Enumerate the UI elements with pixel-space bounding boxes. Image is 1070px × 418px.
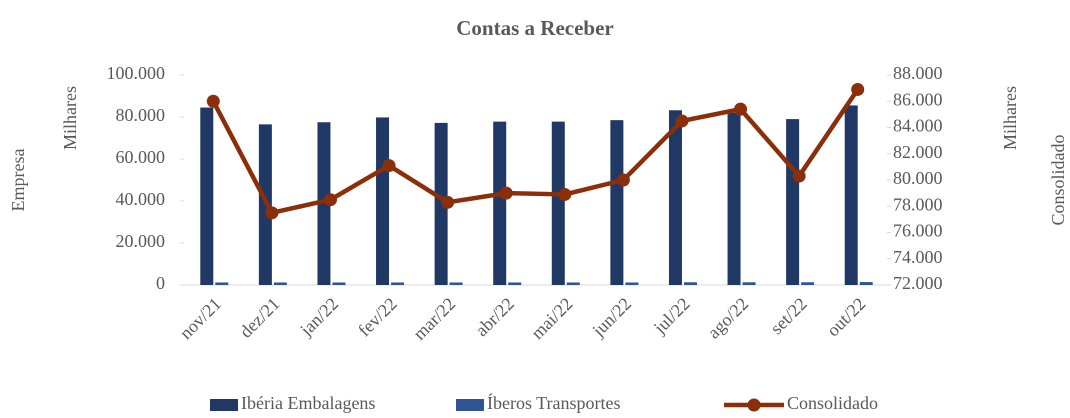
bar xyxy=(332,282,346,285)
legend-label: Íberos Transportes xyxy=(487,392,621,413)
y2-tick-label: 72.000 xyxy=(893,273,943,293)
y-tick-label: 20.000 xyxy=(116,231,166,251)
y-axis-unit: Milhares xyxy=(60,86,80,150)
bar xyxy=(551,121,565,286)
x-tick-label: abr/22 xyxy=(471,294,518,341)
x-tick-label: jun/22 xyxy=(588,294,635,341)
x-tick-label: dez/21 xyxy=(236,294,284,342)
x-tick-label: nov/21 xyxy=(176,294,226,344)
y-tick-label: 0 xyxy=(156,273,165,293)
x-tick-label: mai/22 xyxy=(527,294,576,343)
chart-title: Contas a Receber xyxy=(456,16,613,40)
bar xyxy=(566,282,580,285)
x-tick-label: ago/22 xyxy=(703,294,752,343)
marker xyxy=(616,173,630,187)
y2-tick-label: 88.000 xyxy=(893,63,943,83)
y2-tick-label: 76.000 xyxy=(893,221,943,241)
y-tick-label: 60.000 xyxy=(116,147,166,167)
x-tick-label: jan/22 xyxy=(296,294,343,341)
bar xyxy=(742,282,756,285)
y2-tick-label: 82.000 xyxy=(893,142,943,162)
bar xyxy=(786,119,800,285)
y-tick-label: 40.000 xyxy=(116,189,166,209)
bar xyxy=(683,282,697,285)
bar xyxy=(391,282,405,285)
marker xyxy=(499,186,513,200)
marker xyxy=(851,82,865,96)
marker xyxy=(382,159,396,173)
bar xyxy=(668,110,682,285)
bar xyxy=(727,112,741,285)
marker xyxy=(441,195,455,209)
marker xyxy=(323,193,337,207)
bar xyxy=(215,282,229,285)
bar xyxy=(200,107,214,285)
marker xyxy=(206,94,220,108)
marker xyxy=(675,114,689,128)
bar xyxy=(859,282,873,285)
x-tick-label: mar/22 xyxy=(409,294,459,344)
y2-tick-label: 86.000 xyxy=(893,89,943,109)
bar xyxy=(434,122,448,285)
bar xyxy=(317,122,331,285)
y-tick-label: 100.000 xyxy=(107,63,166,83)
bar xyxy=(508,282,522,285)
y2-tick-label: 74.000 xyxy=(893,247,943,267)
y-axis-label: Empresa xyxy=(8,149,28,212)
y2-tick-label: 80.000 xyxy=(893,168,943,188)
bar xyxy=(493,121,507,286)
bar xyxy=(449,282,463,285)
bar xyxy=(844,105,858,285)
marker xyxy=(734,102,748,116)
y2-axis-unit: Milhares xyxy=(1000,86,1020,150)
x-tick-label: fev/22 xyxy=(354,294,401,341)
bar xyxy=(610,120,624,286)
marker xyxy=(558,187,572,201)
y2-tick-label: 84.000 xyxy=(893,116,943,136)
x-tick-label: jul/22 xyxy=(649,294,694,339)
legend-marker xyxy=(747,398,761,412)
legend-label: Consolidado xyxy=(787,393,878,413)
line xyxy=(211,88,860,216)
y2-axis-label: Consolidado xyxy=(1048,134,1068,225)
bar xyxy=(625,282,639,285)
bar xyxy=(376,117,390,285)
bar xyxy=(273,282,287,285)
y-tick-label: 80.000 xyxy=(116,105,166,125)
legend-swatch xyxy=(456,399,484,411)
legend-swatch xyxy=(210,399,238,411)
legend-label: Ibéria Embalagens xyxy=(241,393,375,413)
marker xyxy=(792,169,806,183)
x-tick-label: out/22 xyxy=(823,294,870,341)
marker xyxy=(265,206,279,220)
bar xyxy=(801,282,815,285)
x-tick-label: set/22 xyxy=(766,294,811,339)
y2-tick-label: 78.000 xyxy=(893,194,943,214)
